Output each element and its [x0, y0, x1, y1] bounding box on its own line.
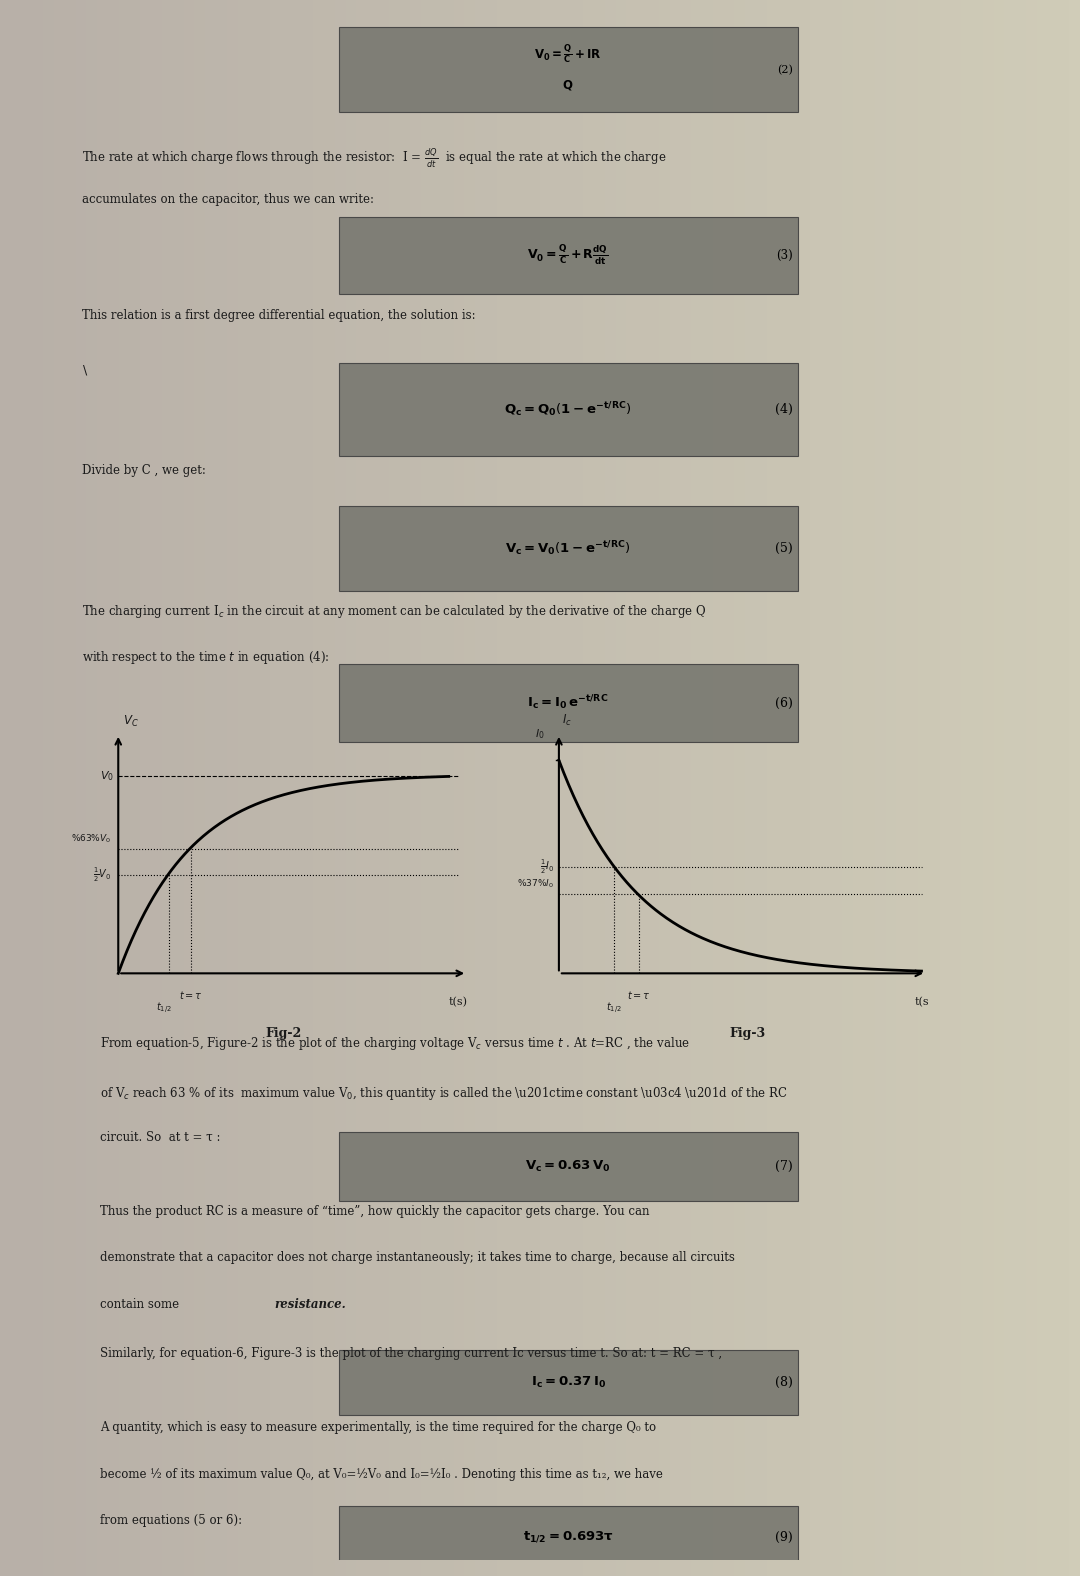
Text: demonstrate that a capacitor does not charge instantaneously; it takes time to c: demonstrate that a capacitor does not ch… — [100, 1251, 734, 1264]
FancyBboxPatch shape — [339, 1132, 797, 1201]
FancyBboxPatch shape — [339, 1351, 797, 1415]
Text: $I_c$: $I_c$ — [562, 712, 571, 728]
Text: Fig-3: Fig-3 — [729, 1028, 765, 1040]
Text: $\mathbf{Q}$: $\mathbf{Q}$ — [563, 77, 573, 91]
Text: $t_{1/2}$: $t_{1/2}$ — [606, 1001, 622, 1017]
Text: become ½ of its maximum value Q₀, at V₀=½V₀ and I₀=½I₀ . Denoting this time as t: become ½ of its maximum value Q₀, at V₀=… — [100, 1467, 663, 1480]
Text: $\mathbf{V_0 = \frac{Q}{C} + R\frac{dQ}{dt}}$: $\mathbf{V_0 = \frac{Q}{C} + R\frac{dQ}{… — [527, 244, 609, 266]
Text: $\mathbf{I_c = I_0\,e^{-t/RC}}$: $\mathbf{I_c = I_0\,e^{-t/RC}}$ — [527, 693, 609, 712]
Text: (5): (5) — [775, 542, 793, 555]
Text: $\%63\%V_0$: $\%63\%V_0$ — [70, 832, 111, 845]
Text: Similarly, for equation-6, Figure-3 is the plot of the charging current Ic versu: Similarly, for equation-6, Figure-3 is t… — [100, 1347, 723, 1360]
Text: $\backslash$: $\backslash$ — [82, 364, 87, 377]
Text: of V$_c$ reach 63 % of its  maximum value V$_0$, this quantity is called the \u2: of V$_c$ reach 63 % of its maximum value… — [100, 1084, 787, 1102]
Text: $\frac{1}{2}V_0$: $\frac{1}{2}V_0$ — [93, 865, 111, 884]
Text: (3): (3) — [777, 249, 793, 262]
Text: (2): (2) — [778, 65, 793, 76]
Text: Fig-2: Fig-2 — [266, 1028, 301, 1040]
Text: A quantity, which is easy to measure experimentally, is the time required for th: A quantity, which is easy to measure exp… — [100, 1422, 656, 1434]
Text: from equations (5 or 6):: from equations (5 or 6): — [100, 1515, 242, 1527]
Text: Divide by C , we get:: Divide by C , we get: — [82, 463, 205, 476]
Text: $\mathbf{t_{1/2} = 0.693\tau}$: $\mathbf{t_{1/2} = 0.693\tau}$ — [523, 1530, 613, 1544]
Text: $t=\tau$: $t=\tau$ — [179, 988, 203, 1001]
Text: $t=\tau$: $t=\tau$ — [626, 988, 650, 1001]
Text: $\mathbf{V_c = 0.63\,V_0}$: $\mathbf{V_c = 0.63\,V_0}$ — [525, 1158, 611, 1174]
Text: contain some: contain some — [100, 1297, 183, 1311]
Text: t(s): t(s) — [448, 996, 468, 1007]
Text: $\mathbf{V_0 = \frac{Q}{C} + IR}$: $\mathbf{V_0 = \frac{Q}{C} + IR}$ — [535, 44, 602, 66]
Text: (6): (6) — [775, 697, 793, 709]
FancyBboxPatch shape — [339, 216, 797, 293]
FancyBboxPatch shape — [339, 27, 797, 112]
FancyBboxPatch shape — [339, 506, 797, 591]
Text: resistance.: resistance. — [274, 1297, 346, 1311]
Text: $\mathbf{Q_c = Q_0\left(1 - e^{-t/RC}\right)}$: $\mathbf{Q_c = Q_0\left(1 - e^{-t/RC}\ri… — [504, 400, 632, 419]
Text: From equation-5, Figure-2 is the plot of the charging voltage V$_c$ versus time : From equation-5, Figure-2 is the plot of… — [100, 1035, 690, 1053]
Text: accumulates on the capacitor, thus we can write:: accumulates on the capacitor, thus we ca… — [82, 194, 374, 206]
Text: $\%37\%I_0$: $\%37\%I_0$ — [517, 878, 554, 890]
Text: The rate at which charge flows through the resistor:  I = $\frac{dQ}{dt}$  is eq: The rate at which charge flows through t… — [82, 147, 666, 170]
Text: $\mathbf{V_c = V_0\left(1 - e^{-t/RC}\right)}$: $\mathbf{V_c = V_0\left(1 - e^{-t/RC}\ri… — [505, 539, 631, 558]
FancyBboxPatch shape — [339, 364, 797, 455]
Text: circuit. So  at t = τ :: circuit. So at t = τ : — [100, 1132, 220, 1144]
Text: The charging current I$_c$ in the circuit at any moment can be calculated by the: The charging current I$_c$ in the circui… — [82, 602, 706, 619]
Text: $\mathbf{I_c = 0.37\,I_0}$: $\mathbf{I_c = 0.37\,I_0}$ — [530, 1376, 606, 1390]
Text: with respect to the time $t$ in equation (4):: with respect to the time $t$ in equation… — [82, 649, 329, 667]
Text: $\frac{1}{2}I_0$: $\frac{1}{2}I_0$ — [540, 857, 554, 876]
FancyBboxPatch shape — [339, 1507, 797, 1568]
Text: (8): (8) — [775, 1376, 793, 1388]
Text: $t_{1/2}$: $t_{1/2}$ — [157, 1001, 172, 1017]
Text: (4): (4) — [775, 403, 793, 416]
FancyBboxPatch shape — [339, 665, 797, 742]
Text: (9): (9) — [775, 1530, 793, 1543]
Text: $V_C$: $V_C$ — [123, 714, 138, 730]
Text: Thus the product RC is a measure of “time”, how quickly the capacitor gets charg: Thus the product RC is a measure of “tim… — [100, 1206, 649, 1218]
Text: $I_0$: $I_0$ — [536, 727, 545, 741]
Text: This relation is a first degree differential equation, the solution is:: This relation is a first degree differen… — [82, 309, 475, 322]
Text: t(s: t(s — [914, 996, 929, 1007]
Text: (7): (7) — [775, 1160, 793, 1173]
Text: $V_0$: $V_0$ — [99, 769, 113, 783]
